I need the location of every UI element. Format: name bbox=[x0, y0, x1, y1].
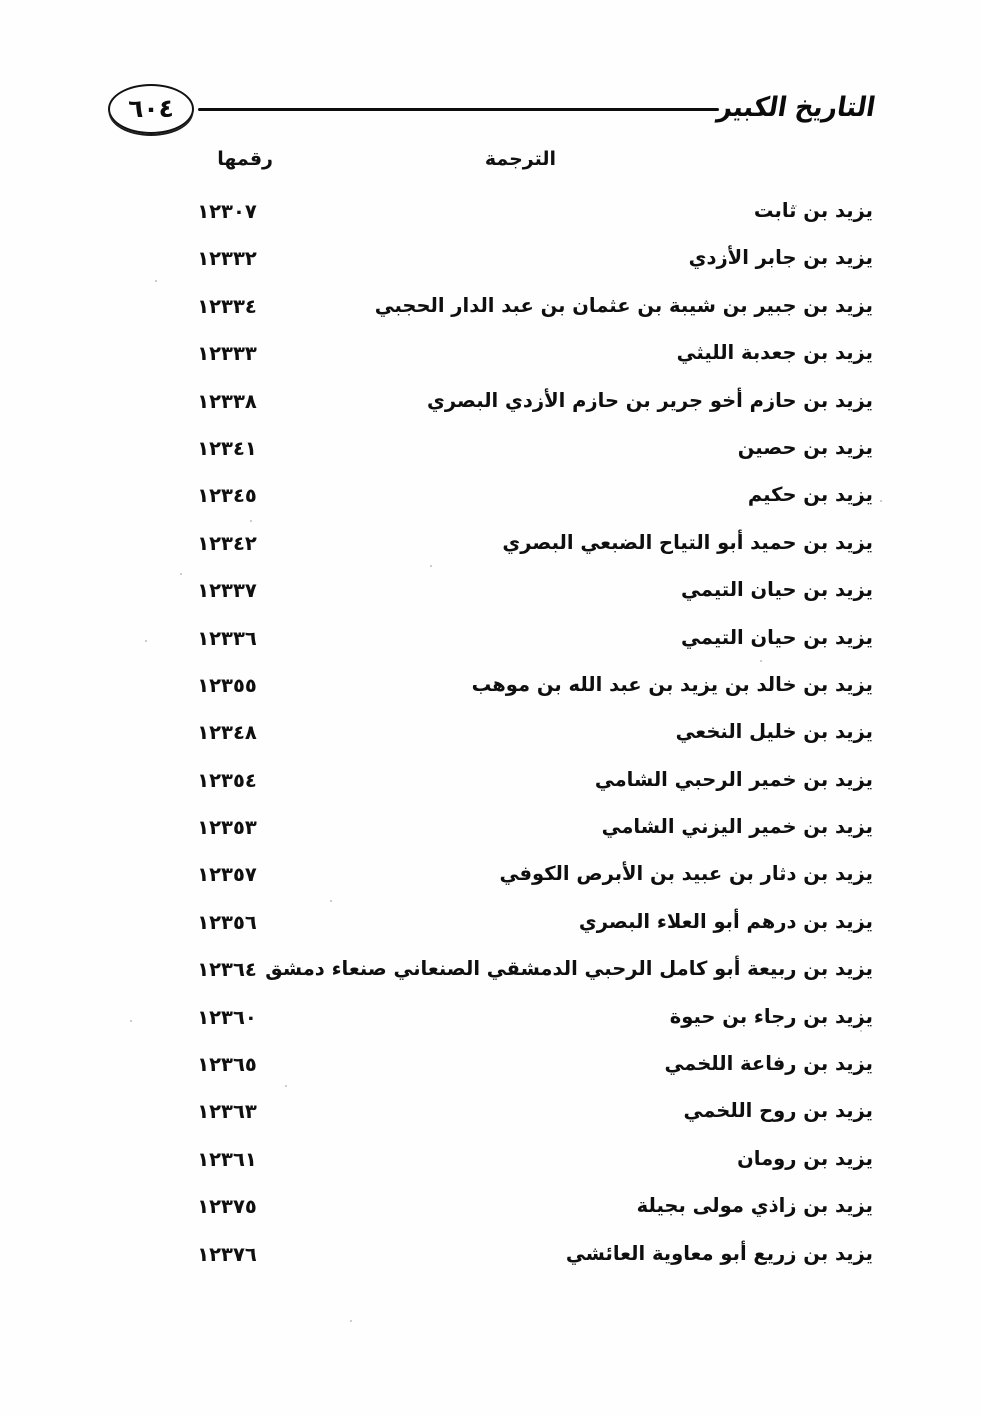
oval-frame bbox=[108, 84, 194, 134]
entry-name: يزيد بن درهم أبو العلاء البصري bbox=[578, 909, 873, 933]
entry-number: ١٢٣٣٧ bbox=[197, 579, 257, 603]
index-row[interactable]: يزيد بن جابر الأزدي ١٢٣٣٢ bbox=[108, 243, 873, 290]
entry-name: يزيد بن جابر الأزدي bbox=[688, 246, 873, 270]
index-row[interactable]: يزيد بن زريع أبو معاوية العائشي ١٢٣٧٦ bbox=[108, 1239, 873, 1286]
index-row[interactable]: يزيد بن رجاء بن حيوة ١٢٣٦٠ bbox=[108, 1002, 873, 1049]
entry-name: يزيد بن جعدبة الليثي bbox=[676, 341, 873, 365]
entry-number: ١٢٣٥٦ bbox=[197, 910, 257, 934]
index-row[interactable]: يزيد بن زاذي مولى بجيلة ١٢٣٧٥ bbox=[108, 1191, 873, 1238]
entry-name: يزيد بن حازم أخو جرير بن حازم الأزدي الب… bbox=[427, 388, 873, 412]
index-row[interactable]: يزيد بن رومان ١٢٣٦١ bbox=[108, 1144, 873, 1191]
index-row[interactable]: يزيد بن خالد بن يزيد بن عبد الله بن موهب… bbox=[108, 670, 873, 717]
scan-speck bbox=[860, 1030, 862, 1032]
scan-speck bbox=[155, 280, 157, 282]
index-row[interactable]: يزيد بن جعدبة الليثي ١٢٣٣٣ bbox=[108, 338, 873, 385]
entry-number: ١٢٣٦٠ bbox=[197, 1005, 257, 1029]
index-row[interactable]: يزيد بن حيان التيمي ١٢٣٣٦ bbox=[108, 623, 873, 670]
index-row[interactable]: يزيد بن خمير الرحبي الشامي ١٢٣٥٤ bbox=[108, 765, 873, 812]
entry-name: يزيد بن خمير الرحبي الشامي bbox=[594, 767, 873, 791]
index-row[interactable]: يزيد بن حكيم ١٢٣٤٥ bbox=[108, 480, 873, 527]
page-number-badge: ٦٠٤ bbox=[108, 84, 194, 134]
entry-name: يزيد بن حصين bbox=[737, 435, 873, 459]
index-row[interactable]: يزيد بن جبير بن شيبة بن عثمان بن عبد الد… bbox=[108, 291, 873, 338]
entry-number: ١٢٣٤٢ bbox=[197, 531, 257, 555]
entry-number: ١٢٣٤٥ bbox=[197, 484, 257, 508]
entry-number: ١٢٣٥٧ bbox=[197, 863, 257, 887]
entry-number: ١٢٣٤٨ bbox=[197, 721, 257, 745]
scan-speck bbox=[880, 500, 882, 502]
entry-number: ١٢٣٤١ bbox=[197, 436, 257, 460]
entry-number: ١٢٣٥٥ bbox=[197, 673, 257, 697]
index-row[interactable]: يزيد بن حيان التيمي ١٢٣٣٧ bbox=[108, 575, 873, 622]
index-row[interactable]: يزيد بن دثار بن عبيد بن الأبرص الكوفي ١٢٣… bbox=[108, 859, 873, 906]
column-header-number: رقمها bbox=[217, 148, 273, 170]
index-row[interactable]: يزيد بن حازم أخو جرير بن حازم الأزدي الب… bbox=[108, 386, 873, 433]
scan-speck bbox=[795, 205, 797, 207]
entry-name: يزيد بن حيان التيمي bbox=[681, 578, 873, 602]
index-row[interactable]: يزيد بن ربيعة أبو كامل الرحبي الدمشقي ال… bbox=[108, 954, 873, 1001]
index-row[interactable]: يزيد بن خمير اليزني الشامي ١٢٣٥٣ bbox=[108, 812, 873, 859]
column-header-name: الترجمة bbox=[484, 148, 556, 170]
entry-number: ١٢٣٣٦ bbox=[197, 626, 257, 650]
index-row[interactable]: يزيد بن خليل النخعي ١٢٣٤٨ bbox=[108, 717, 873, 764]
entry-number: ١٢٣٦٥ bbox=[197, 1053, 257, 1077]
entry-name: يزيد بن جبير بن شيبة بن عثمان بن عبد الد… bbox=[374, 293, 873, 317]
entry-name: يزيد بن ربيعة أبو كامل الرحبي الدمشقي ال… bbox=[265, 957, 873, 981]
entry-name: يزيد بن حيان التيمي bbox=[681, 625, 873, 649]
column-headers: رقمها الترجمة bbox=[108, 148, 873, 182]
scan-speck bbox=[430, 565, 432, 567]
scan-speck bbox=[250, 520, 252, 522]
scan-speck bbox=[760, 660, 762, 662]
entry-number: ١٢٣٣٤ bbox=[197, 294, 257, 318]
entry-name: يزيد بن زاذي مولى بجيلة bbox=[636, 1194, 873, 1218]
index-row[interactable]: يزيد بن درهم أبو العلاء البصري ١٢٣٥٦ bbox=[108, 907, 873, 954]
entry-number: ١٢٣٦٣ bbox=[197, 1100, 257, 1124]
book-title-calligraphy: التاريخ الكبير bbox=[715, 91, 879, 123]
scan-speck bbox=[330, 900, 332, 902]
entry-name: يزيد بن ثابت bbox=[753, 199, 873, 222]
index-row[interactable]: يزيد بن حميد أبو التياح الضبعي البصري ١٢٣… bbox=[108, 528, 873, 575]
entry-number: ١٢٣٧٦ bbox=[197, 1242, 257, 1266]
page-header: ٦٠٤ التاريخ الكبير bbox=[108, 80, 878, 138]
entry-number: ١٢٣٠٧ bbox=[197, 200, 257, 223]
entry-name: يزيد بن رجاء بن حيوة bbox=[669, 1004, 873, 1028]
entry-number: ١٢٣٣٨ bbox=[197, 389, 257, 413]
scan-speck bbox=[130, 1020, 132, 1022]
entry-number: ١٢٣٥٣ bbox=[197, 816, 257, 840]
entry-name: يزيد بن رومان bbox=[737, 1146, 873, 1170]
page-number: ٦٠٤ bbox=[128, 93, 174, 123]
entry-name: يزيد بن دثار بن عبيد بن الأبرص الكوفي bbox=[499, 862, 873, 886]
entry-number: ١٢٣٦١ bbox=[197, 1147, 257, 1171]
entry-number: ١٢٣٧٥ bbox=[197, 1195, 257, 1219]
scan-speck bbox=[350, 1320, 352, 1322]
header-rule bbox=[198, 107, 719, 111]
entry-name: يزيد بن خالد بن يزيد بن عبد الله بن موهب bbox=[471, 672, 873, 696]
entry-number: ١٢٣٣٢ bbox=[197, 247, 257, 271]
book-title: التاريخ الكبير bbox=[716, 81, 878, 137]
entry-name: يزيد بن رفاعة اللخمي bbox=[664, 1052, 873, 1076]
entry-name: يزيد بن خمير اليزني الشامي bbox=[601, 815, 873, 839]
index-table: يزيد بن ثابت ١٢٣٠٧ يزيد بن جابر الأزدي ١٢٣٣… bbox=[108, 196, 873, 1286]
scan-speck bbox=[180, 573, 182, 575]
entry-name: يزيد بن حكيم bbox=[747, 483, 873, 507]
entry-number: ١٢٣٥٤ bbox=[197, 768, 257, 792]
entry-name: يزيد بن حميد أبو التياح الضبعي البصري bbox=[502, 530, 873, 554]
index-row[interactable]: يزيد بن رفاعة اللخمي ١٢٣٦٥ bbox=[108, 1049, 873, 1096]
index-row[interactable]: يزيد بن روح اللخمي ١٢٣٦٣ bbox=[108, 1096, 873, 1143]
scan-speck bbox=[285, 1085, 287, 1087]
entry-name: يزيد بن زريع أبو معاوية العائشي bbox=[565, 1241, 873, 1265]
entry-name: يزيد بن خليل النخعي bbox=[675, 720, 873, 744]
index-row[interactable]: يزيد بن حصين ١٢٣٤١ bbox=[108, 433, 873, 480]
entry-name: يزيد بن روح اللخمي bbox=[683, 1099, 874, 1123]
scan-speck bbox=[145, 640, 147, 642]
index-row[interactable]: يزيد بن ثابت ١٢٣٠٧ bbox=[108, 196, 873, 243]
entry-number: ١٢٣٣٣ bbox=[197, 342, 257, 366]
entry-number: ١٢٣٦٤ bbox=[197, 958, 257, 982]
